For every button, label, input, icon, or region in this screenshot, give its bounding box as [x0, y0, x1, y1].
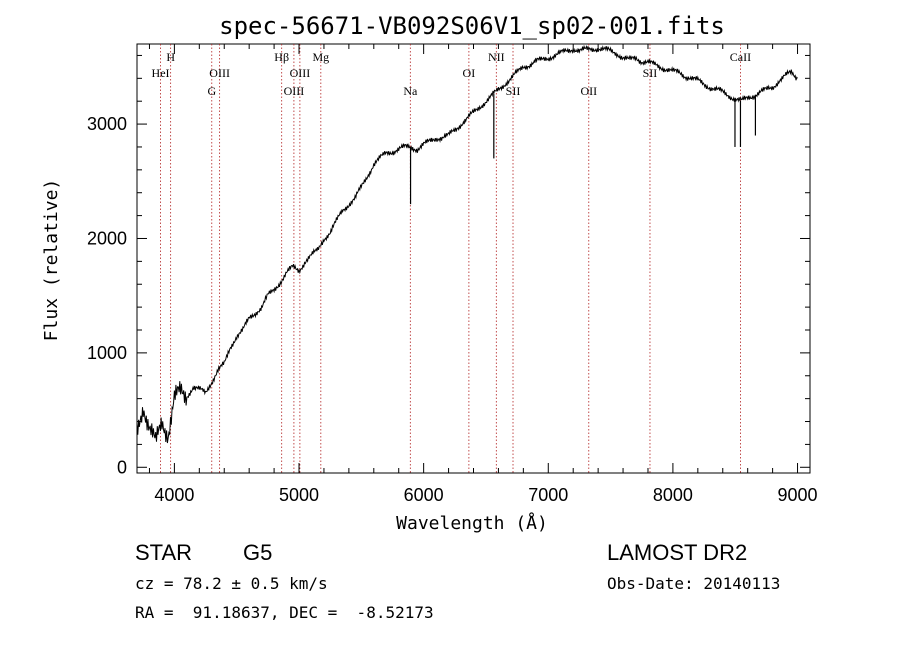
y-tick-label: 2000: [87, 228, 127, 248]
line-marker-label: OII: [580, 84, 597, 98]
x-tick-label: 8000: [653, 485, 693, 505]
chart-title: spec-56671-VB092S06V1_sp02-001.fits: [219, 12, 725, 40]
info-panel: STAR G5 LAMOST DR2 cz = 78.2 ± 0.5 km/s …: [135, 540, 780, 622]
x-axis-ticks: 4000 5000 6000 7000 8000 9000: [148, 44, 818, 505]
x-tick-label: 5000: [279, 485, 319, 505]
x-tick-label: 4000: [154, 485, 194, 505]
subclass: G5: [243, 540, 272, 565]
line-marker-label: Hβ: [274, 50, 289, 64]
line-marker-label: H: [166, 50, 175, 64]
plot-frame: [136, 43, 811, 474]
y-tick-label: 3000: [87, 114, 127, 134]
coordinates: RA = 91.18637, DEC = -8.52173: [135, 603, 434, 622]
line-marker-label: SII: [643, 66, 658, 80]
y-axis-ticks: 0 1000 2000 3000: [87, 54, 810, 477]
line-marker-label: OI: [463, 66, 476, 80]
line-marker-label: HeI: [152, 66, 170, 80]
line-marker-label: G: [207, 84, 216, 98]
line-marker-label: OIII: [290, 66, 311, 80]
x-tick-label: 7000: [528, 485, 568, 505]
x-tick-label: 6000: [404, 485, 444, 505]
redshift-value: cz = 78.2 ± 0.5 km/s: [135, 574, 328, 593]
spectrum-line: [136, 44, 798, 444]
survey-name: LAMOST DR2: [607, 540, 747, 565]
object-class: STAR: [135, 540, 192, 565]
absorption-dips: [409, 93, 757, 205]
line-marker-label: SII: [506, 84, 521, 98]
line-marker-label: OIII: [209, 66, 230, 80]
y-tick-label: 0: [117, 457, 127, 477]
line-marker-label: Na: [403, 84, 418, 98]
x-tick-label: 9000: [778, 485, 818, 505]
line-marker-label: CaII: [730, 50, 751, 64]
line-marker-label: Mg: [312, 50, 329, 64]
obs-date: Obs-Date: 20140113: [607, 574, 780, 593]
line-marker-label: OIII: [284, 84, 305, 98]
y-axis-label: Flux (relative): [41, 179, 62, 342]
x-axis-label: Wavelength (Å): [396, 512, 548, 534]
y-tick-label: 1000: [87, 343, 127, 363]
line-marker-label: NII: [488, 50, 505, 64]
